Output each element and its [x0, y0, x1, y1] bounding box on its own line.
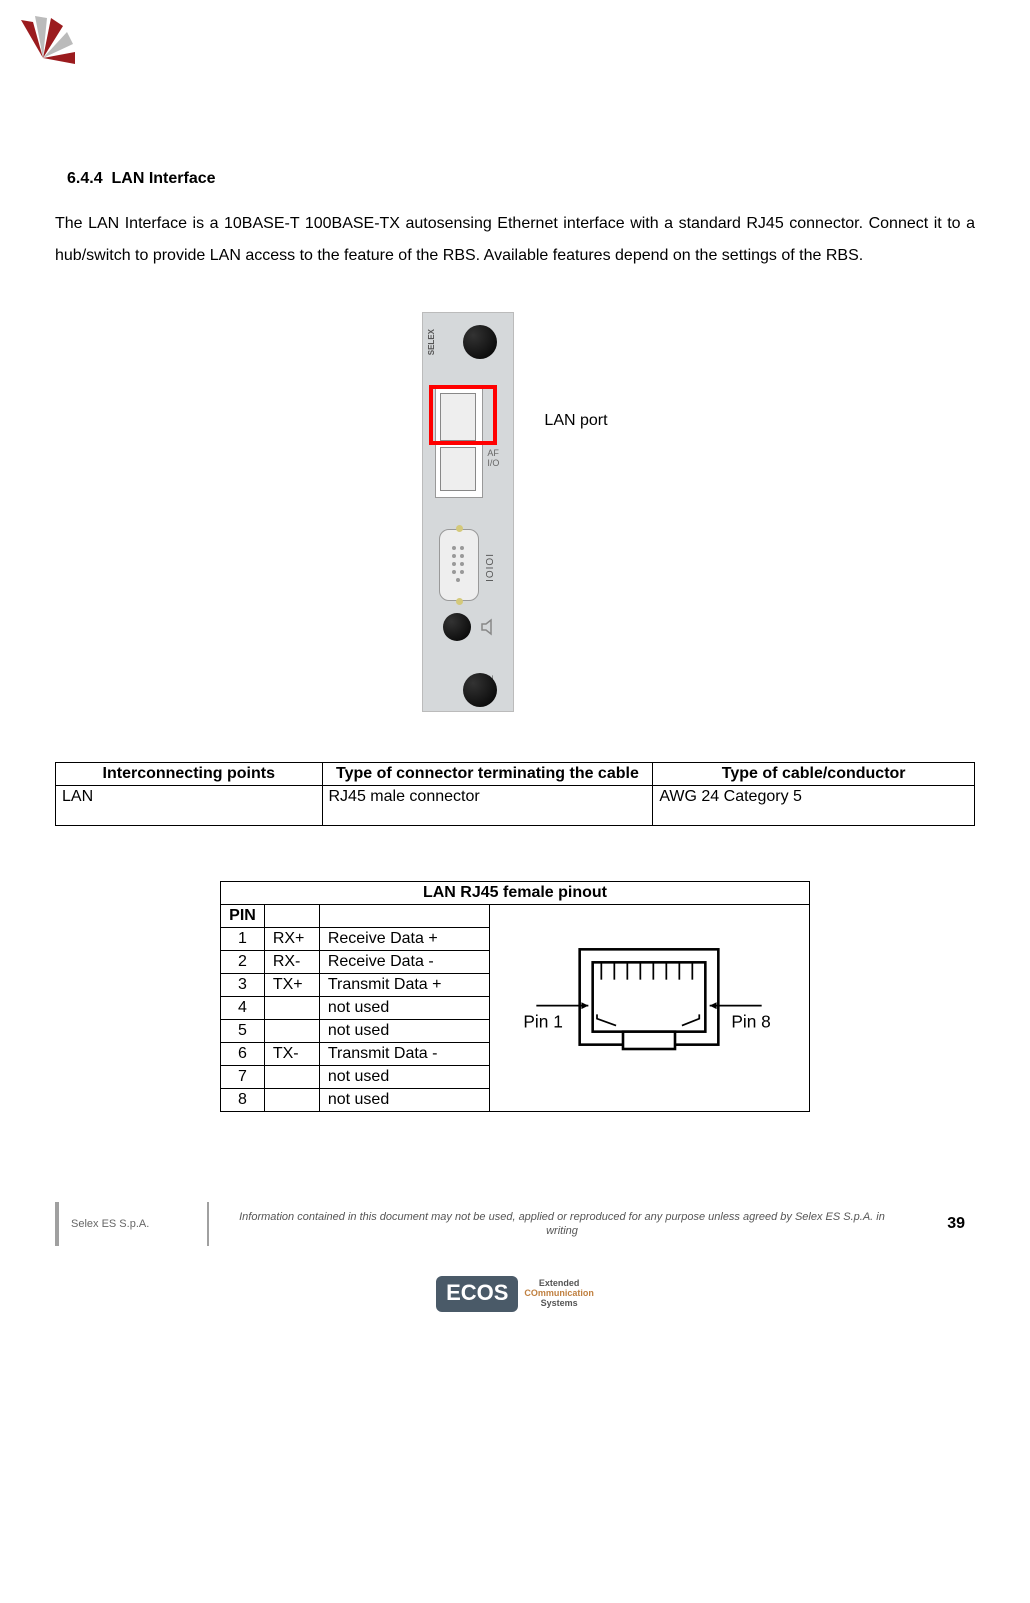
company-logo-top — [10, 10, 76, 81]
interconnecting-table: Interconnecting points Type of connector… — [55, 762, 975, 826]
ecos-badge: ECOS — [436, 1276, 518, 1312]
device-panel: SELEX AF I/O IOIOI — [422, 312, 514, 712]
tbl1-header-2: Type of connector terminating the cable — [322, 763, 653, 786]
body-paragraph: The LAN Interface is a 10BASE-T 100BASE-… — [55, 208, 975, 272]
section-heading: 6.4.4 LAN Interface — [67, 170, 975, 188]
panel-brand-label: SELEX — [427, 329, 436, 355]
serial-port — [439, 529, 479, 601]
empty-cell — [264, 905, 319, 928]
svg-text:Pin 8: Pin 8 — [732, 1011, 772, 1031]
tbl1-cell: RJ45 male connector — [322, 786, 653, 826]
rj45-connector-diagram: Pin 1 Pin 8 — [519, 932, 779, 1079]
empty-cell — [319, 905, 489, 928]
af-port — [440, 447, 476, 491]
speaker-icon — [479, 617, 499, 637]
tbl1-cell: AWG 24 Category 5 — [653, 786, 975, 826]
tbl1-header-3: Type of cable/conductor — [653, 763, 975, 786]
page-footer: Selex ES S.p.A. Information contained in… — [55, 1202, 975, 1312]
ioioi-label: IOIOI — [485, 553, 496, 582]
tbl1-header-1: Interconnecting points — [56, 763, 323, 786]
panel-screw-bottom — [463, 673, 497, 707]
ecos-subtitle: Extended COmmunication Systems — [524, 1279, 594, 1309]
pinout-table: LAN RJ45 female pinout PIN — [220, 881, 810, 1112]
panel-screw-top — [463, 325, 497, 359]
af-io-label: AF I/O — [487, 449, 499, 469]
lan-port-highlight — [429, 385, 497, 445]
panel-knob-mid — [443, 613, 471, 641]
pin-header: PIN — [221, 905, 265, 928]
footer-company: Selex ES S.p.A. — [59, 1202, 209, 1246]
section-number: 6.4.4 — [67, 170, 103, 187]
lan-port-figure: SELEX AF I/O IOIOI — [55, 312, 975, 712]
pinout-title: LAN RJ45 female pinout — [221, 882, 810, 905]
ecos-logo: ECOS Extended COmmunication Systems — [55, 1276, 975, 1312]
lan-port-callout: LAN port — [544, 412, 607, 430]
page-number: 39 — [915, 1215, 975, 1233]
footer-notice: Information contained in this document m… — [209, 1210, 915, 1239]
svg-text:Pin 1: Pin 1 — [524, 1011, 564, 1031]
section-title: LAN Interface — [111, 170, 215, 187]
table-row: LAN RJ45 male connector AWG 24 Category … — [56, 786, 975, 826]
rj45-diagram-cell: Pin 1 Pin 8 — [489, 905, 809, 1112]
tbl1-cell: LAN — [56, 786, 323, 826]
